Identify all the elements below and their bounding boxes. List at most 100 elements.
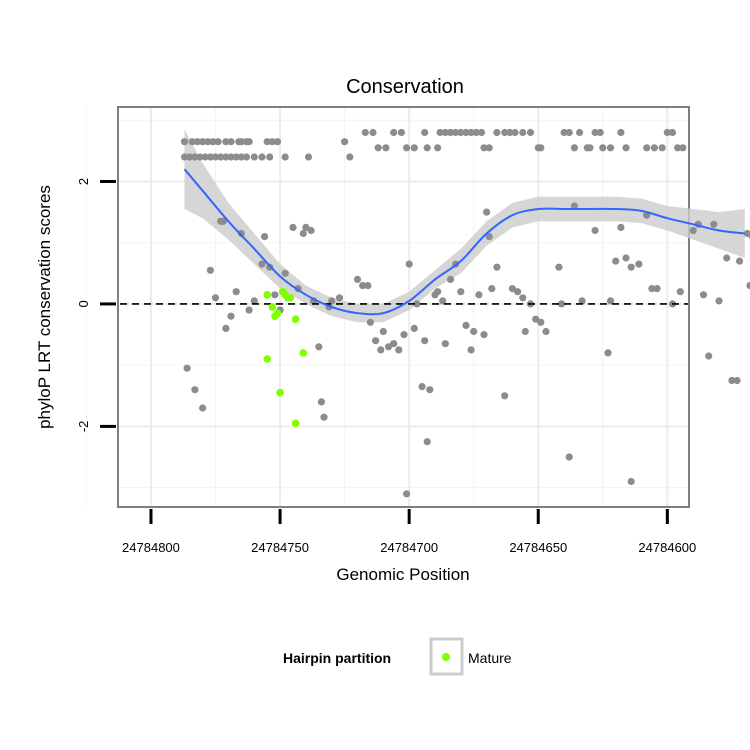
data-point (617, 128, 625, 137)
data-point (191, 386, 199, 394)
data-point (570, 202, 579, 210)
data-point (622, 254, 630, 262)
mature-data-point (291, 419, 300, 428)
data-point (180, 153, 189, 161)
data-point (328, 297, 336, 305)
x-tick-label: 24784750 (251, 540, 309, 555)
data-point (410, 144, 418, 152)
data-point (307, 226, 315, 235)
data-point (222, 324, 230, 332)
x-tick-label: 24784700 (380, 540, 438, 555)
data-point (250, 153, 258, 161)
data-point (315, 343, 323, 351)
data-point (521, 327, 529, 336)
data-point (663, 128, 671, 137)
data-point (186, 153, 194, 161)
data-point (421, 128, 429, 137)
data-point (258, 260, 266, 268)
x-tick-label: 24784600 (638, 540, 696, 555)
legend-label-mature: Mature (468, 650, 512, 666)
smooth-curve (183, 168, 745, 316)
data-point (242, 153, 251, 161)
data-point (519, 128, 527, 137)
legend-key-box (429, 637, 464, 676)
data-point (508, 285, 516, 293)
mature-data-point (263, 291, 272, 299)
data-point (271, 291, 279, 299)
data-point (346, 153, 354, 161)
data-point (485, 233, 493, 241)
data-point (537, 144, 545, 152)
data-point (746, 282, 750, 290)
mature-data-point (299, 349, 308, 357)
data-point (222, 138, 230, 146)
data-point (542, 327, 550, 336)
data-point (426, 386, 434, 394)
data-point (560, 128, 568, 137)
data-point (477, 128, 486, 137)
data-point (372, 337, 380, 345)
data-point (273, 138, 282, 146)
data-point (596, 128, 604, 137)
data-point (261, 233, 269, 241)
data-point (606, 297, 615, 305)
points-mature (263, 287, 308, 428)
data-point (199, 138, 207, 146)
data-point (369, 128, 377, 137)
data-point (237, 153, 245, 161)
data-point (359, 282, 367, 290)
data-point (439, 297, 447, 305)
data-point (501, 392, 509, 400)
data-point (565, 128, 573, 137)
mature-data-point (273, 309, 282, 317)
data-point (715, 297, 723, 305)
data-point (462, 128, 470, 137)
y-axis: 2 0 -2 (76, 178, 116, 432)
data-point (501, 128, 509, 137)
data-point (446, 128, 455, 137)
data-point (493, 128, 501, 137)
data-point (201, 153, 209, 161)
data-point (227, 138, 235, 146)
data-point (653, 285, 661, 293)
data-point (493, 263, 501, 271)
mature-data-point (291, 315, 300, 324)
data-point (606, 144, 615, 152)
data-point (199, 404, 207, 412)
data-point (245, 306, 253, 314)
data-point (467, 128, 475, 137)
data-point (219, 217, 227, 225)
data-point (434, 288, 442, 296)
data-point (599, 144, 607, 152)
data-point (304, 153, 313, 161)
data-point (390, 340, 398, 348)
x-axis-title: Genomic Position (336, 565, 469, 584)
data-point (705, 352, 713, 360)
data-point (374, 144, 382, 152)
data-point (511, 128, 519, 137)
data-point (400, 331, 408, 339)
data-point (483, 208, 491, 216)
data-point (204, 138, 212, 146)
data-point (519, 294, 527, 302)
data-point (743, 229, 750, 238)
data-point (302, 223, 310, 231)
data-point (570, 144, 579, 152)
data-point (206, 153, 214, 161)
data-point (413, 300, 421, 308)
data-point (237, 138, 245, 146)
data-point (191, 153, 199, 161)
data-point (364, 282, 372, 290)
y-axis-title: phyloP LRT conservation scores (35, 185, 54, 429)
data-point (591, 226, 599, 235)
data-point (382, 144, 390, 152)
y-tick-label: 2 (76, 178, 91, 185)
data-point (457, 128, 465, 137)
data-point (211, 153, 220, 161)
mature-data-point (276, 388, 284, 397)
data-point (526, 128, 535, 137)
data-point (361, 128, 369, 137)
data-point (578, 297, 586, 305)
data-point (488, 285, 496, 293)
data-point (506, 128, 514, 137)
